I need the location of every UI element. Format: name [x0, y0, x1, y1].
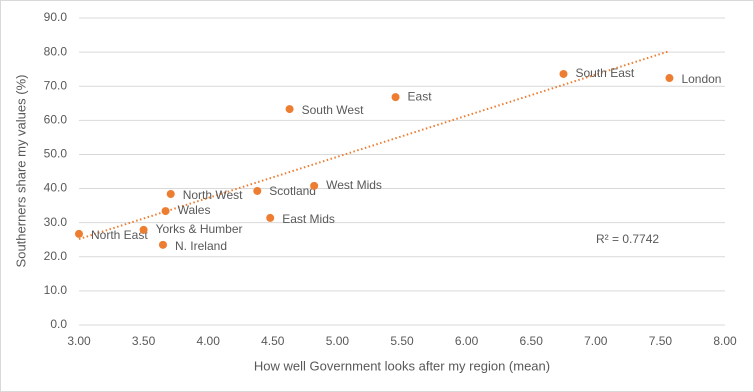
point-label: South East — [576, 66, 635, 80]
y-tick-label: 40.0 — [44, 181, 68, 195]
point — [310, 181, 319, 190]
y-tick-label: 90.0 — [44, 10, 68, 24]
point — [266, 213, 275, 222]
point-label: South West — [302, 103, 364, 117]
y-tick-label: 50.0 — [44, 147, 68, 161]
x-tick-label: 7.50 — [649, 334, 673, 348]
point-label: North West — [183, 188, 243, 202]
x-tick-label: 3.00 — [67, 334, 91, 348]
point — [161, 207, 170, 216]
x-tick-label: 4.50 — [261, 334, 285, 348]
y-tick-label: 70.0 — [44, 78, 68, 92]
point — [75, 229, 83, 238]
point — [285, 105, 294, 114]
point — [158, 240, 167, 249]
x-tick-label: 6.50 — [520, 334, 544, 348]
y-tick-label: 30.0 — [44, 215, 68, 229]
x-tick-label: 7.00 — [584, 334, 608, 348]
point — [166, 190, 175, 199]
point-label: East — [408, 89, 433, 103]
point — [253, 186, 262, 195]
point-label: N. Ireland — [175, 239, 227, 253]
point-label: Wales — [178, 203, 211, 217]
point-label: East Mids — [282, 212, 335, 226]
x-tick-label: 5.00 — [326, 334, 350, 348]
point-label: West Mids — [326, 178, 382, 192]
trendline — [78, 50, 670, 240]
point-label: North East — [91, 228, 148, 242]
y-tick-label: 10.0 — [44, 283, 68, 297]
point — [665, 74, 674, 83]
y-tick-label: 80.0 — [44, 44, 68, 58]
point — [139, 225, 148, 234]
y-tick-label: 0.0 — [50, 317, 67, 331]
x-tick-label: 4.00 — [197, 334, 221, 348]
y-axis-title: Southerners share my values (%) — [13, 75, 28, 268]
annotation: R² = 0.7742 — [596, 232, 659, 246]
y-tick-label: 60.0 — [44, 113, 68, 127]
y-tick-label: 20.0 — [44, 249, 68, 263]
x-tick-label: 3.50 — [132, 334, 156, 348]
point — [391, 93, 400, 102]
point — [559, 69, 568, 78]
point-label: London — [681, 72, 721, 86]
x-tick-label: 5.50 — [390, 334, 414, 348]
x-tick-label: 6.00 — [455, 334, 479, 348]
point-label: Scotland — [269, 184, 316, 198]
x-axis-title: How well Government looks after my regio… — [254, 358, 550, 373]
point-label: Yorks & Humber — [156, 222, 243, 236]
x-tick-label: 8.00 — [713, 334, 737, 348]
